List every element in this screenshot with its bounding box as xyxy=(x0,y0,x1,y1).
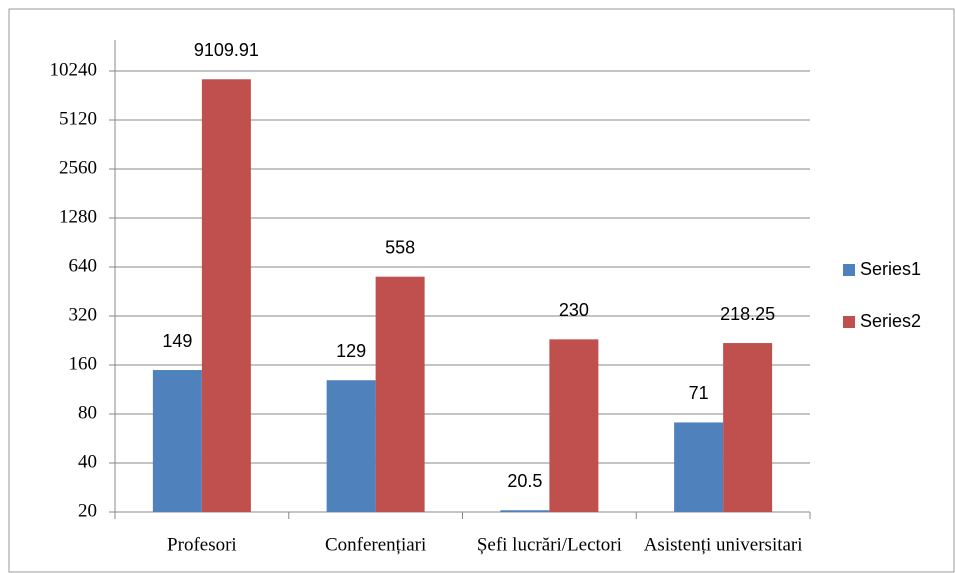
bar xyxy=(201,79,251,513)
y-tick-label: 1280 xyxy=(59,206,97,227)
value-label: 218.25 xyxy=(720,304,775,324)
bar xyxy=(723,343,773,512)
legend-label: Series2 xyxy=(860,311,921,331)
legend-label: Series1 xyxy=(860,259,921,279)
x-tick-label: Asistenți universitari xyxy=(644,534,803,555)
y-tick-label: 320 xyxy=(69,304,98,325)
y-tick-label: 2560 xyxy=(59,157,97,178)
bar xyxy=(500,510,550,512)
y-tick-label: 5120 xyxy=(59,108,97,129)
bar xyxy=(549,339,599,512)
x-tick-label: Conferențiari xyxy=(325,534,426,555)
legend-swatch xyxy=(843,316,855,328)
y-tick-label: 80 xyxy=(78,402,97,423)
chart-frame xyxy=(8,8,955,573)
y-tick-label: 160 xyxy=(69,353,98,374)
y-tick-label: 10240 xyxy=(50,59,98,80)
value-label: 71 xyxy=(689,383,709,403)
value-label: 230 xyxy=(559,300,589,320)
bar xyxy=(674,422,724,512)
value-label: 558 xyxy=(385,237,415,257)
legend-swatch xyxy=(843,264,855,276)
y-tick-label: 640 xyxy=(69,255,98,276)
bar xyxy=(326,380,376,512)
x-tick-label: Șefi lucrări/Lectori xyxy=(477,534,622,555)
value-label: 9109.91 xyxy=(194,40,259,60)
value-label: 149 xyxy=(162,331,192,351)
x-tick-label: Profesori xyxy=(167,534,237,555)
bar xyxy=(152,370,202,512)
y-tick-label: 40 xyxy=(78,451,97,472)
value-label: 20.5 xyxy=(507,471,542,491)
y-tick-label: 20 xyxy=(78,500,97,521)
bar xyxy=(375,276,425,512)
value-label: 129 xyxy=(336,341,366,361)
